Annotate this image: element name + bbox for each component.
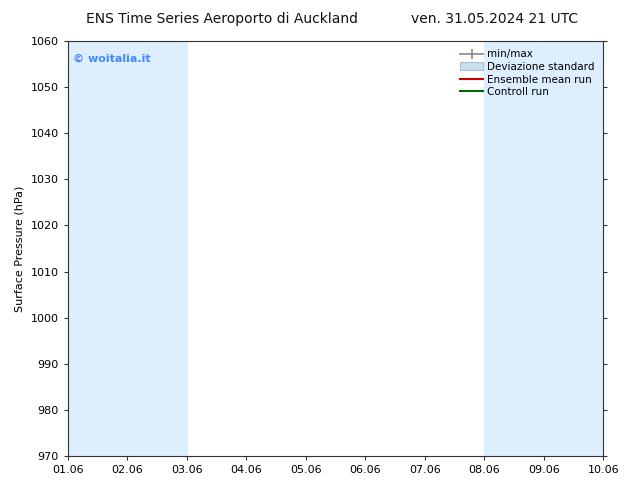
Y-axis label: Surface Pressure (hPa): Surface Pressure (hPa) [15,185,25,312]
Bar [484,41,544,456]
Bar [68,41,127,456]
Bar [127,41,186,456]
Text: © woitalia.it: © woitalia.it [73,53,151,64]
Text: ven. 31.05.2024 21 UTC: ven. 31.05.2024 21 UTC [411,12,578,26]
Legend: min/max, Deviazione standard, Ensemble mean run, Controll run: min/max, Deviazione standard, Ensemble m… [457,46,598,100]
Text: ENS Time Series Aeroporto di Auckland: ENS Time Series Aeroporto di Auckland [86,12,358,26]
Bar [544,41,603,456]
